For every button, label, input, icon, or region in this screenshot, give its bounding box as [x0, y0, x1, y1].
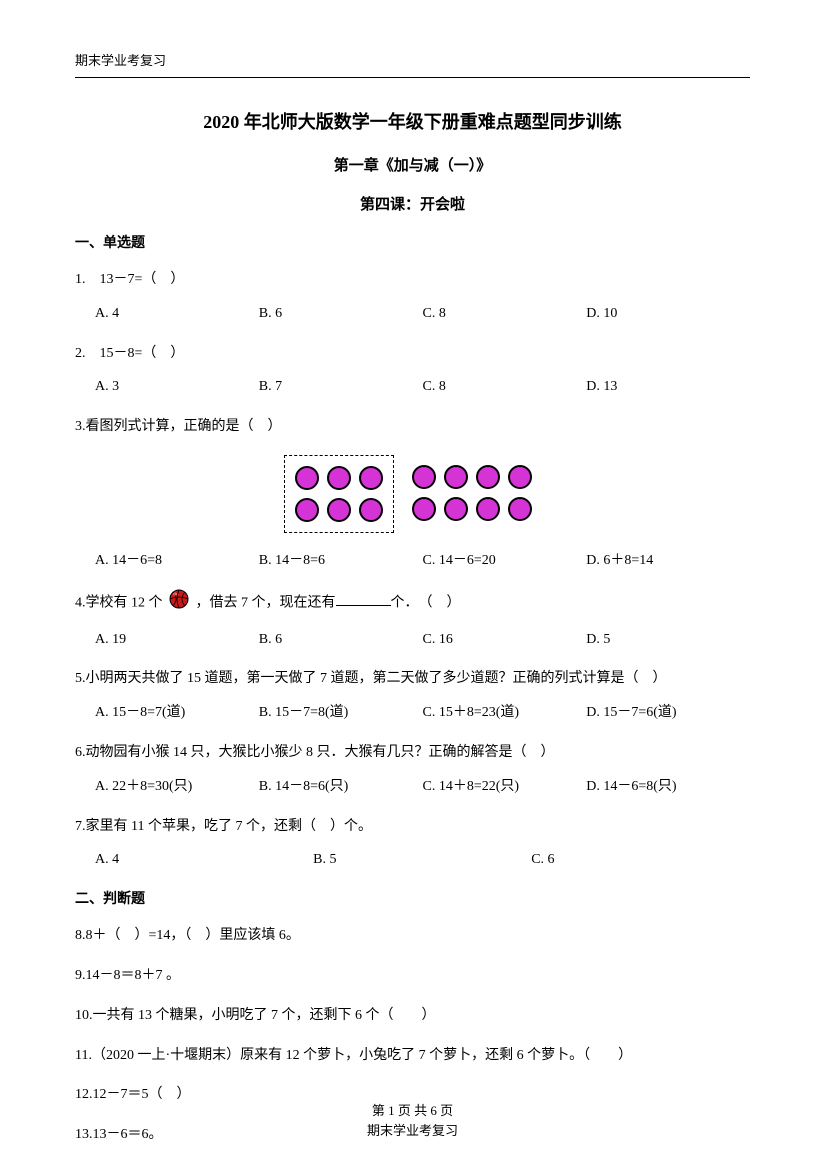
q6-option-a: A. 22＋8=30(只) [95, 775, 259, 799]
question-11: 11.（2020 一上·十堰期末）原来有 12 个萝卜，小兔吃了 7 个萝卜，还… [75, 1044, 750, 1068]
q4-post: ，借去 7 个，现在还有 [196, 595, 336, 610]
q2-option-d: D. 13 [586, 375, 750, 399]
question-4-text: 4.学校有 12 个 ，借去 7 个，现在还有 个． （ ） [75, 589, 750, 618]
q3-option-d: D. 6＋8=14 [586, 549, 750, 573]
q4-suffix: 个． （ ） [391, 595, 461, 610]
header-text: 期末学业考复习 [75, 50, 750, 69]
q5-option-d: D. 15－7=6(道) [586, 701, 750, 725]
question-3-text: 3.看图列式计算，正确的是（ ） [75, 415, 750, 439]
q7-option-b: B. 5 [313, 848, 531, 872]
q4-option-c: C. 16 [423, 628, 587, 652]
question-7-options: A. 4 B. 5 C. 6 [75, 848, 750, 872]
q1-option-c: C. 8 [423, 302, 587, 326]
question-1-text: 1. 13－7=（ ） [75, 268, 750, 292]
question-6-options: A. 22＋8=30(只) B. 14－8=6(只) C. 14＋8=22(只)… [75, 775, 750, 799]
question-6: 6.动物园有小猴 14 只，大猴比小猴少 8 只．大猴有几只？正确的解答是（ ）… [75, 741, 750, 799]
q6-option-b: B. 14－8=6(只) [259, 775, 423, 799]
q5-option-b: B. 15－7=8(道) [259, 701, 423, 725]
blank-line [336, 605, 391, 606]
q1-option-a: A. 4 [95, 302, 259, 326]
q2-option-a: A. 3 [95, 375, 259, 399]
q7-option-a: A. 4 [95, 848, 313, 872]
question-2-text: 2. 15－8=（ ） [75, 342, 750, 366]
question-4: 4.学校有 12 个 ，借去 7 个，现在还有 个． （ ） A. 19 B. 6… [75, 589, 750, 652]
main-title: 2020 年北师大版数学一年级下册重难点题型同步训练 [75, 108, 750, 134]
question-5-text: 5.小明两天共做了 15 道题，第一天做了 7 道题，第二天做了多少道题？正确的… [75, 667, 750, 691]
q4-option-b: B. 6 [259, 628, 423, 652]
dot-figure [75, 455, 750, 533]
question-6-text: 6.动物园有小猴 14 只，大猴比小猴少 8 只．大猴有几只？正确的解答是（ ） [75, 741, 750, 765]
q4-option-d: D. 5 [586, 628, 750, 652]
subtitle: 第一章《加与减（一）》 [75, 154, 750, 175]
lesson-title: 第四课：开会啦 [75, 193, 750, 214]
question-1: 1. 13－7=（ ） A. 4 B. 6 C. 8 D. 10 [75, 268, 750, 326]
q5-option-c: C. 15＋8=23(道) [423, 701, 587, 725]
section-2-title: 二、判断题 [75, 888, 750, 908]
question-3: 3.看图列式计算，正确的是（ ） A. 14－6=8 B. 14－8=6 C. … [75, 415, 750, 573]
question-2-options: A. 3 B. 7 C. 8 D. 13 [75, 375, 750, 399]
q3-option-c: C. 14－6=20 [423, 549, 587, 573]
question-7-text: 7.家里有 11 个苹果，吃了 7 个，还剩（ ）个。 [75, 815, 750, 839]
q4-pre: 4.学校有 12 个 [75, 595, 163, 610]
q7-option-c: C. 6 [531, 848, 749, 872]
question-7: 7.家里有 11 个苹果，吃了 7 个，还剩（ ）个。 A. 4 B. 5 C.… [75, 815, 750, 873]
q5-option-a: A. 15－8=7(道) [95, 701, 259, 725]
question-2: 2. 15－8=（ ） A. 3 B. 7 C. 8 D. 13 [75, 342, 750, 400]
q3-option-a: A. 14－6=8 [95, 549, 259, 573]
q6-option-d: D. 14－6=8(只) [586, 775, 750, 799]
page-footer: 第 1 页 共 6 页 期末学业考复习 [0, 1101, 825, 1140]
q6-option-c: C. 14＋8=22(只) [423, 775, 587, 799]
question-5-options: A. 15－8=7(道) B. 15－7=8(道) C. 15＋8=23(道) … [75, 701, 750, 725]
q4-option-a: A. 19 [95, 628, 259, 652]
q2-option-b: B. 7 [259, 375, 423, 399]
q3-option-b: B. 14－8=6 [259, 549, 423, 573]
question-4-options: A. 19 B. 6 C. 16 D. 5 [75, 628, 750, 652]
question-5: 5.小明两天共做了 15 道题，第一天做了 7 道题，第二天做了多少道题？正确的… [75, 667, 750, 725]
question-3-options: A. 14－6=8 B. 14－8=6 C. 14－6=20 D. 6＋8=14 [75, 549, 750, 573]
question-1-options: A. 4 B. 6 C. 8 D. 10 [75, 302, 750, 326]
q2-option-c: C. 8 [423, 375, 587, 399]
basketball-icon [169, 589, 189, 618]
question-8: 8.8＋（ ）=14，（ ）里应该填 6。 [75, 924, 750, 948]
q1-option-b: B. 6 [259, 302, 423, 326]
question-10: 10.一共有 13 个糖果，小明吃了 7 个，还剩下 6 个（ ） [75, 1004, 750, 1028]
header-divider [75, 77, 750, 78]
question-9: 9.14－8＝8＋7 。 [75, 964, 750, 988]
page-number: 第 1 页 共 6 页 [0, 1101, 825, 1121]
section-1-title: 一、单选题 [75, 232, 750, 252]
footer-text: 期末学业考复习 [0, 1121, 825, 1141]
q1-option-d: D. 10 [586, 302, 750, 326]
